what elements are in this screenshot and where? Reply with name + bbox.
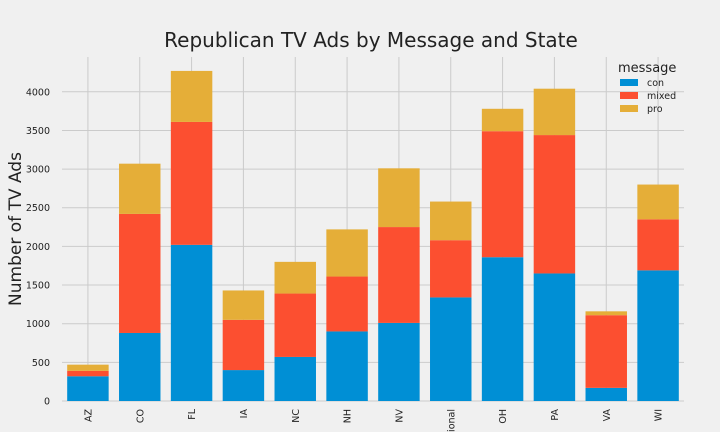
bar-ia-mixed	[222, 319, 265, 371]
legend-swatch-con	[620, 79, 638, 86]
x-tick-label: NC	[291, 409, 302, 423]
bar-ia-con	[222, 370, 265, 401]
bar-va-con	[585, 387, 627, 401]
bar-wi-pro	[637, 184, 679, 220]
bar-national-con	[430, 297, 472, 401]
bar-nh-con	[326, 331, 368, 401]
bar-pa-mixed	[533, 135, 576, 274]
bar-nc-con	[274, 356, 316, 401]
x-tick-label: AZ	[83, 409, 94, 422]
legend-label-mixed: mixed	[647, 91, 676, 102]
bar-co-con	[119, 332, 161, 401]
y-tick-label: 2000	[26, 242, 50, 253]
y-axis-label: Number of TV Ads	[6, 152, 26, 306]
bar-va-pro	[585, 311, 627, 316]
x-tick-label: IA	[239, 409, 250, 419]
bar-pa-pro	[533, 88, 576, 136]
x-tick-label: PA	[550, 409, 561, 421]
x-tick-label: National	[446, 409, 457, 432]
y-tick-label: 1000	[26, 319, 50, 330]
legend-label-pro: pro	[647, 104, 663, 115]
bar-national-mixed	[430, 240, 472, 298]
bar-pa-con	[533, 273, 576, 401]
bar-nc-mixed	[274, 293, 316, 357]
y-tick-label: 500	[32, 358, 50, 369]
x-tick-label: NH	[343, 409, 354, 423]
bar-nh-mixed	[326, 276, 368, 332]
bar-az-con	[67, 376, 109, 401]
bar-nh-pro	[326, 229, 368, 277]
legend-label-con: con	[647, 78, 664, 89]
y-tick-label: 1500	[26, 281, 50, 292]
bar-oh-mixed	[481, 131, 524, 258]
bar-national-pro	[430, 201, 472, 241]
legend-title: message	[618, 61, 676, 76]
bar-nv-con	[378, 322, 420, 401]
bar-fl-pro	[170, 70, 213, 122]
bar-az-mixed	[67, 370, 109, 377]
bar-nv-pro	[378, 168, 420, 228]
y-tick-label: 3500	[26, 126, 50, 137]
bar-fl-mixed	[170, 121, 213, 245]
x-axis-ticks: AZ CO FL IA NC NH NV National OH PA VA WI	[83, 408, 664, 432]
bar-nv-mixed	[378, 227, 420, 323]
x-tick-label: CO	[135, 409, 146, 423]
bar-wi-con	[637, 270, 679, 401]
bar-wi-mixed	[637, 219, 679, 271]
x-tick-label: NV	[394, 409, 405, 423]
bar-va-mixed	[585, 315, 627, 388]
bar-oh-pro	[481, 108, 524, 132]
legend: message con mixed pro	[618, 61, 676, 115]
y-tick-label: 2500	[26, 203, 50, 214]
legend-swatch-pro	[620, 105, 638, 112]
bar-nc-pro	[274, 261, 316, 294]
chart-title: Republican TV Ads by Message and State	[164, 28, 578, 52]
bar-co-pro	[119, 163, 161, 214]
bars	[67, 70, 679, 401]
y-tick-label: 3000	[26, 165, 50, 176]
x-tick-label: FL	[187, 408, 198, 419]
bar-ia-pro	[222, 290, 265, 320]
legend-swatch-mixed	[620, 92, 638, 99]
y-tick-label: 4000	[26, 87, 50, 98]
bar-az-pro	[67, 364, 109, 371]
x-tick-label: WI	[654, 409, 665, 421]
bar-co-mixed	[119, 213, 161, 333]
y-tick-label: 0	[44, 397, 50, 408]
bar-fl-con	[170, 244, 213, 401]
bar-oh-con	[481, 257, 524, 401]
x-tick-label: VA	[602, 408, 613, 421]
x-tick-label: OH	[498, 409, 509, 424]
y-axis-ticks: 0 500 1000 1500 2000 2500 3000 3500 4000	[26, 87, 50, 407]
